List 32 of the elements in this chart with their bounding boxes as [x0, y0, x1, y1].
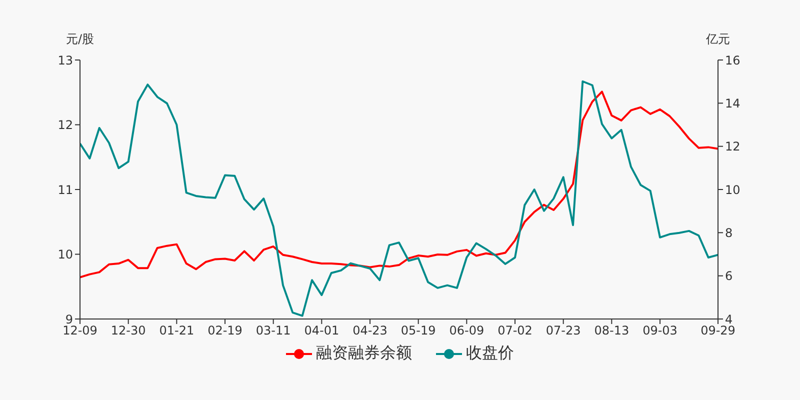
x-tick-label: 09-29: [700, 324, 736, 338]
legend-label: 融资融券余额: [316, 343, 412, 364]
x-tick-label: 07-23: [546, 324, 581, 338]
x-tick-label: 04-23: [352, 324, 388, 338]
x-tick-label: 07-02: [498, 324, 532, 338]
line-series: [80, 80, 718, 317]
x-tick-label: 01-21: [159, 324, 194, 338]
y-tick-label: 9: [65, 312, 73, 326]
x-tick-label: 04-01: [304, 324, 340, 338]
y2-tick-label: 4: [725, 312, 733, 326]
x-tick-label: 02-19: [208, 324, 242, 338]
y-axis-title: 元/股: [66, 31, 94, 48]
y2-axis-title: 亿元: [706, 31, 730, 48]
x-tick-label: 12-30: [110, 324, 146, 338]
y-tick-label: 12: [58, 118, 73, 132]
x-tick-label: 06-09: [449, 324, 484, 338]
y-tick-label: 10: [58, 248, 73, 262]
y2-tick-label: 10: [725, 182, 740, 197]
y2-tick-label: 16: [725, 53, 740, 68]
y2-tick-label: 12: [725, 140, 740, 154]
x-tick-label: 03-11: [256, 324, 291, 338]
x-tick-label: 12-09: [62, 324, 98, 338]
y-tick-label: 11: [58, 182, 73, 197]
x-tick-label: 08-13: [594, 324, 630, 338]
legend-label: 收盘价: [466, 343, 514, 364]
x-tick-label: 09-03: [642, 324, 678, 338]
line-series: [80, 90, 718, 278]
y2-tick-label: 8: [725, 226, 733, 240]
y2-tick-label: 6: [725, 269, 733, 284]
x-tick-label: 05-19: [400, 324, 436, 338]
y2-tick-label: 14: [725, 96, 740, 110]
y-tick-label: 13: [58, 53, 73, 68]
